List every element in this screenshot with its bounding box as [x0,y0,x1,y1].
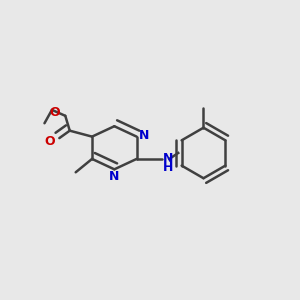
Text: N: N [139,129,149,142]
Text: H: H [164,161,174,174]
Text: O: O [44,135,55,148]
Text: O: O [49,106,60,119]
Text: N: N [109,170,119,183]
Text: N: N [164,152,174,165]
